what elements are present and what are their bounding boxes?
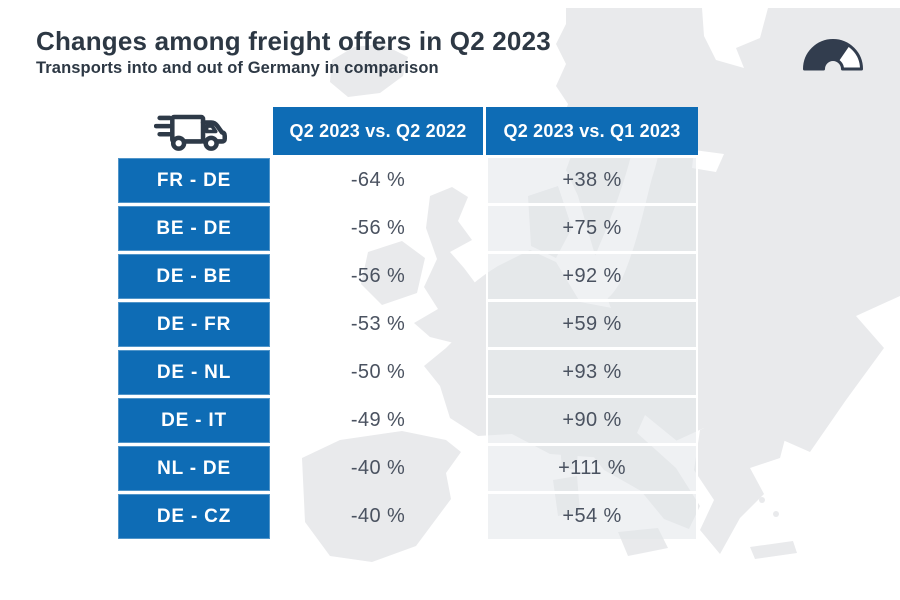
table-row: DE - FR -53 % +59 % [118,302,698,347]
table-row: DE - IT -49 % +90 % [118,398,698,443]
value-yoy: -64 % [350,169,406,191]
page-title: Changes among freight offers in Q2 2023 [36,26,551,56]
column-header-qoq: Q2 2023 vs. Q1 2023 [486,107,698,155]
gauge-icon [803,39,863,71]
value-qoq: +59 % [486,302,698,347]
value-qoq: +75 % [486,206,698,251]
value-yoy: -53 % [350,313,406,335]
page-subtitle: Transports into and out of Germany in co… [36,59,439,77]
value-qoq: +93 % [486,350,698,395]
table-row: DE - NL -50 % +93 % [118,350,698,395]
column-header-yoy: Q2 2023 vs. Q2 2022 [273,107,483,155]
route-label: DE - NL [118,350,270,395]
table-row: BE - DE -56 % +75 % [118,206,698,251]
value-qoq: +111 % [486,446,698,491]
value-yoy: -56 % [350,217,406,239]
value-qoq: +54 % [486,494,698,539]
value-yoy: -56 % [350,265,406,287]
route-label: DE - IT [118,398,270,443]
value-yoy: -49 % [350,409,406,431]
value-yoy: -40 % [350,457,406,479]
table-row: DE - CZ -40 % +54 % [118,494,698,539]
route-label: DE - FR [118,302,270,347]
table-row: NL - DE -40 % +111 % [118,446,698,491]
route-label: DE - CZ [118,494,270,539]
value-qoq: +90 % [486,398,698,443]
table-header-row: Q2 2023 vs. Q2 2022 Q2 2023 vs. Q1 2023 [118,107,698,155]
freight-table: Q2 2023 vs. Q2 2022 Q2 2023 vs. Q1 2023 … [118,107,698,542]
route-label: NL - DE [118,446,270,491]
value-yoy: -50 % [350,361,406,383]
table-row: FR - DE -64 % +38 % [118,158,698,203]
route-label: FR - DE [118,158,270,203]
table-row: DE - BE -56 % +92 % [118,254,698,299]
value-qoq: +38 % [486,158,698,203]
table-corner [118,107,270,155]
truck-icon [154,114,227,151]
value-yoy: -40 % [350,505,406,527]
route-label: BE - DE [118,206,270,251]
value-qoq: +92 % [486,254,698,299]
route-label: DE - BE [118,254,270,299]
